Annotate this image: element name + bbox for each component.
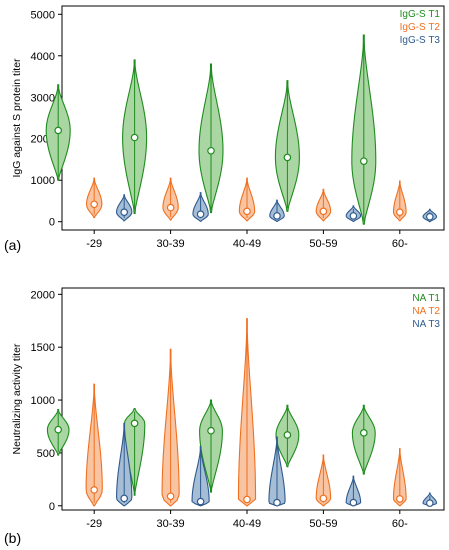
median-point [349, 498, 358, 507]
median-point [283, 431, 292, 439]
median-point [425, 499, 434, 507]
median-point [90, 486, 99, 494]
median-point [319, 494, 328, 503]
median-point [196, 210, 205, 219]
median-point [349, 212, 358, 220]
x-tick-label: 50-59 [309, 238, 337, 250]
median-point [395, 208, 404, 216]
x-tick-label: 30-39 [157, 518, 185, 530]
x-tick-label: 40-49 [233, 518, 261, 530]
x-tick-label: -29 [86, 518, 102, 530]
y-tick-label: 500 [37, 448, 55, 460]
median-point [319, 207, 328, 216]
median-point [120, 208, 129, 216]
median-point [54, 126, 63, 135]
y-axis-label: Neutralizing activity titer [11, 343, 23, 454]
panel-b: 0 500 1000 1500 2000 -29 30-39 40-49 50-59 60- Neu… [4, 287, 445, 546]
x-tick-label: 40-49 [233, 238, 261, 250]
y-tick-label: 2000 [31, 289, 55, 301]
median-point [359, 429, 368, 437]
y-tick-label: 3000 [31, 92, 55, 104]
median-point [166, 492, 175, 501]
median-point [130, 419, 139, 428]
y-tick-label: 0 [49, 217, 55, 229]
x-tick-label: 50-59 [309, 518, 337, 530]
legend-entry: IgG-S T1 [400, 9, 441, 20]
legend-entry: NA T2 [412, 306, 440, 317]
legend-entry: NA T3 [412, 319, 440, 330]
x-tick-label: 60- [392, 518, 408, 530]
y-tick-label: 1000 [31, 395, 55, 407]
median-point [395, 495, 404, 503]
y-tick-label: 0 [49, 501, 55, 513]
median-point [54, 425, 63, 434]
median-point [273, 212, 281, 220]
median-point [359, 157, 368, 165]
median-point [283, 153, 292, 162]
median-point [243, 495, 251, 504]
median-point [425, 212, 434, 221]
y-tick-label: 5000 [31, 9, 55, 21]
legend-entry: NA T1 [412, 293, 440, 304]
y-tick-label: 1500 [31, 342, 55, 354]
median-point [243, 207, 251, 216]
median-point [166, 203, 175, 212]
legend-entry: IgG-S T3 [400, 35, 441, 46]
x-tick-label: -29 [86, 238, 102, 250]
median-point [120, 494, 129, 503]
legend-entry: IgG-S T2 [400, 22, 441, 33]
x-tick-label: 60- [392, 238, 408, 250]
y-tick-label: 4000 [31, 51, 55, 63]
median-point [273, 498, 281, 507]
median-point [196, 497, 205, 506]
median-point [90, 200, 99, 209]
median-point [207, 146, 215, 155]
panel-label: (b) [4, 530, 21, 546]
plot-frame [61, 287, 445, 511]
median-point [130, 133, 139, 142]
median-point [207, 426, 215, 435]
panel-label: (a) [4, 237, 21, 253]
x-tick-label: 30-39 [157, 238, 185, 250]
plot-frame [61, 5, 445, 231]
y-tick-label: 1000 [31, 175, 55, 187]
y-axis-label: IgG against S protein titer [11, 58, 23, 178]
